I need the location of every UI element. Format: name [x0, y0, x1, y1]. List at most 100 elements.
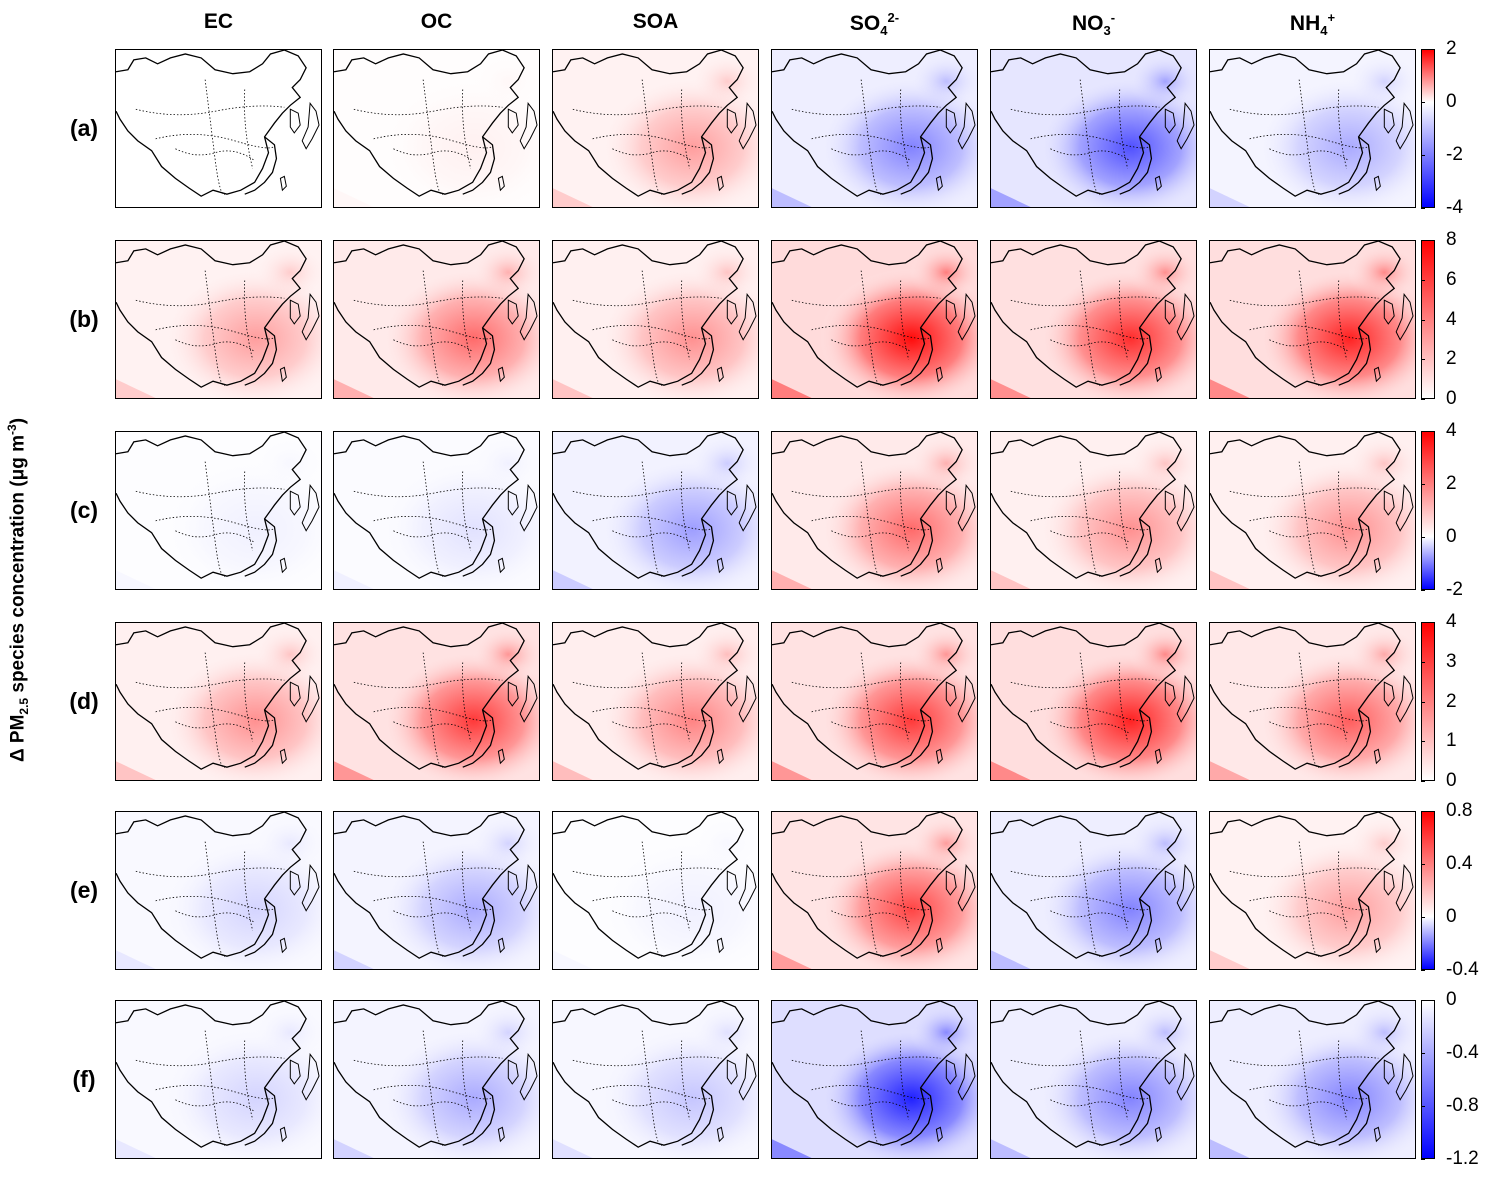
colorbar-tick: [1421, 970, 1425, 971]
province-boundary: [155, 134, 275, 149]
korea-outline: [289, 870, 301, 896]
map-field: [991, 812, 1196, 969]
column-header-oc: OC: [420, 10, 453, 33]
province-boundary: [1269, 1099, 1349, 1112]
country-border: [772, 50, 963, 197]
korea-outline: [726, 1059, 738, 1085]
japan-outline: [957, 292, 976, 341]
japan-outline: [957, 674, 976, 723]
japan-outline: [1176, 483, 1195, 532]
taiwan-outline: [935, 175, 943, 192]
field-northeast: [991, 432, 1196, 589]
country-border: [116, 1001, 307, 1148]
country-border: [1210, 623, 1401, 770]
field-northeast: [553, 50, 758, 207]
map-panel-nh4: [1209, 431, 1416, 590]
province-boundary: [1079, 79, 1101, 195]
province-boundary: [1079, 1030, 1101, 1146]
sea-area: [772, 188, 812, 207]
map-panel-nh4: [1209, 49, 1416, 208]
taiwan-outline: [1373, 937, 1381, 954]
japan-outline: [1176, 863, 1195, 912]
map-panel-soa: [552, 1000, 759, 1159]
korea-outline: [289, 299, 301, 325]
province-boundary: [1010, 678, 1160, 689]
province-boundary: [592, 516, 712, 531]
colorbar-tick: [1421, 590, 1425, 591]
province-boundary: [1050, 910, 1130, 923]
japan-outline: [519, 101, 538, 150]
japan-outline: [1395, 674, 1414, 723]
taiwan-outline: [279, 366, 287, 383]
province-boundary: [791, 867, 941, 878]
country-border: [553, 432, 744, 579]
korea-outline: [289, 490, 301, 516]
taiwan-outline: [935, 748, 943, 765]
country-border: [116, 623, 307, 770]
korea-outline: [726, 299, 738, 325]
korea-outline: [726, 681, 738, 707]
colorbar-tick: [1421, 359, 1425, 360]
field-northeast: [991, 241, 1196, 398]
colorbar-tick: [1421, 320, 1425, 321]
colorbar-tick: [1421, 622, 1425, 623]
province-boundary: [1010, 296, 1160, 307]
field-northeast: [116, 1001, 321, 1158]
map-panel-ec: [115, 622, 322, 781]
province-boundary: [373, 1085, 493, 1100]
colorbar-tick-label: 0: [1446, 989, 1457, 1010]
japan-outline: [519, 863, 538, 912]
province-boundary: [175, 910, 255, 923]
taiwan-outline: [1373, 748, 1381, 765]
province-boundary: [135, 678, 285, 689]
province-boundary: [811, 707, 931, 722]
map-panel-soa: [552, 49, 759, 208]
sea-area: [553, 761, 593, 780]
province-boundary: [860, 461, 882, 577]
province-boundary: [244, 89, 254, 169]
row-label: (f): [72, 1065, 96, 1092]
province-boundary: [1298, 270, 1320, 386]
japan-outline: [738, 292, 757, 341]
country-border: [334, 1001, 525, 1148]
map-field: [772, 432, 977, 589]
colorbar-tick-label: 0.4: [1446, 853, 1473, 874]
province-boundary: [791, 296, 941, 307]
map-panel-so4: [771, 811, 978, 970]
row-label: (c): [69, 496, 99, 523]
column-header-so4: SO42-: [849, 10, 900, 39]
province-boundary: [244, 662, 254, 742]
colorbar-tick-label: -0.4: [1446, 959, 1479, 980]
province-boundary: [1119, 280, 1129, 360]
province-boundary: [1249, 896, 1369, 911]
column-header-nh4: NH4+: [1289, 10, 1336, 39]
province-boundary: [462, 662, 472, 742]
province-boundary: [1050, 721, 1130, 734]
province-boundary: [462, 89, 472, 169]
sea-area: [553, 379, 593, 398]
sea-area: [334, 570, 374, 589]
province-boundary: [373, 134, 493, 149]
map-field: [116, 1001, 321, 1158]
province-boundary: [1030, 1085, 1150, 1100]
country-border: [1210, 1001, 1401, 1148]
korea-outline: [1383, 490, 1395, 516]
taiwan-outline: [497, 748, 505, 765]
map-panel-no3: [990, 431, 1197, 590]
field-northeast: [991, 1001, 1196, 1158]
province-boundary: [1298, 841, 1320, 957]
field-northeast: [991, 623, 1196, 780]
map-field: [772, 623, 977, 780]
map-panel-ec: [115, 49, 322, 208]
korea-outline: [507, 108, 519, 134]
field-northeast: [553, 1001, 758, 1158]
map-panel-ec: [115, 431, 322, 590]
province-boundary: [612, 721, 692, 734]
map-panel-so4: [771, 431, 978, 590]
province-boundary: [1298, 1030, 1320, 1146]
sea-area: [991, 761, 1031, 780]
colorbar-tick-label: -4: [1446, 197, 1463, 218]
province-boundary: [175, 339, 255, 352]
map-field: [1210, 812, 1415, 969]
province-boundary: [791, 487, 941, 498]
